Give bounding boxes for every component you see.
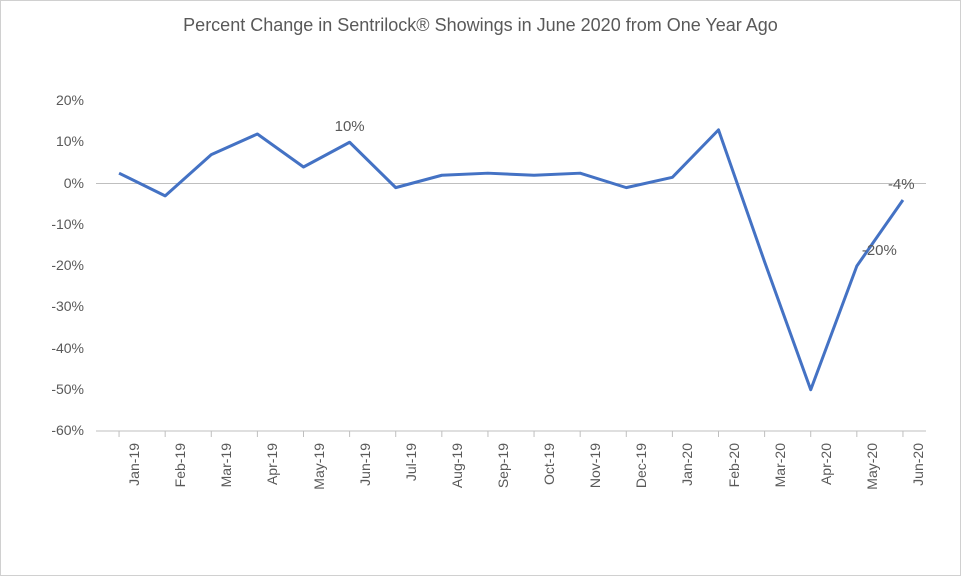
y-axis-label: -50% bbox=[24, 381, 84, 397]
y-axis-label: -10% bbox=[24, 216, 84, 232]
x-axis-label: Apr-19 bbox=[264, 443, 280, 503]
plot-area: -60%-50%-40%-30%-20%-10%0%10%20%Jan-19Fe… bbox=[96, 101, 926, 431]
y-axis-label: 0% bbox=[24, 175, 84, 191]
data-callout: -4% bbox=[888, 176, 915, 193]
x-axis-label: Feb-19 bbox=[172, 443, 188, 503]
x-axis-label: Jul-19 bbox=[403, 443, 419, 503]
chart-svg bbox=[96, 101, 956, 451]
chart-title: Percent Change in Sentrilock® Showings i… bbox=[1, 1, 960, 37]
x-axis-label: Jan-20 bbox=[679, 443, 695, 503]
y-axis-label: -20% bbox=[24, 257, 84, 273]
x-axis-label: Sep-19 bbox=[495, 443, 511, 503]
x-axis-label: Jun-19 bbox=[357, 443, 373, 503]
x-axis-label: Nov-19 bbox=[587, 443, 603, 503]
x-axis-label: Apr-20 bbox=[818, 443, 834, 503]
x-axis-label: Feb-20 bbox=[726, 443, 742, 503]
x-axis-label: Aug-19 bbox=[449, 443, 465, 503]
y-axis-label: 20% bbox=[24, 92, 84, 108]
y-axis-label: 10% bbox=[24, 133, 84, 149]
x-axis-label: May-20 bbox=[864, 443, 880, 503]
y-axis-label: -30% bbox=[24, 298, 84, 314]
data-line bbox=[119, 130, 903, 390]
x-axis-label: May-19 bbox=[311, 443, 327, 503]
x-axis-label: Dec-19 bbox=[633, 443, 649, 503]
data-callout: 10% bbox=[335, 118, 365, 135]
y-axis-label: -60% bbox=[24, 422, 84, 438]
x-axis-label: Oct-19 bbox=[541, 443, 557, 503]
x-axis-label: Jun-20 bbox=[910, 443, 926, 503]
x-axis-label: Mar-20 bbox=[772, 443, 788, 503]
x-axis-label: Mar-19 bbox=[218, 443, 234, 503]
chart-frame: Percent Change in Sentrilock® Showings i… bbox=[0, 0, 961, 576]
y-axis-label: -40% bbox=[24, 340, 84, 356]
data-callout: -20% bbox=[862, 242, 897, 259]
x-axis-label: Jan-19 bbox=[126, 443, 142, 503]
